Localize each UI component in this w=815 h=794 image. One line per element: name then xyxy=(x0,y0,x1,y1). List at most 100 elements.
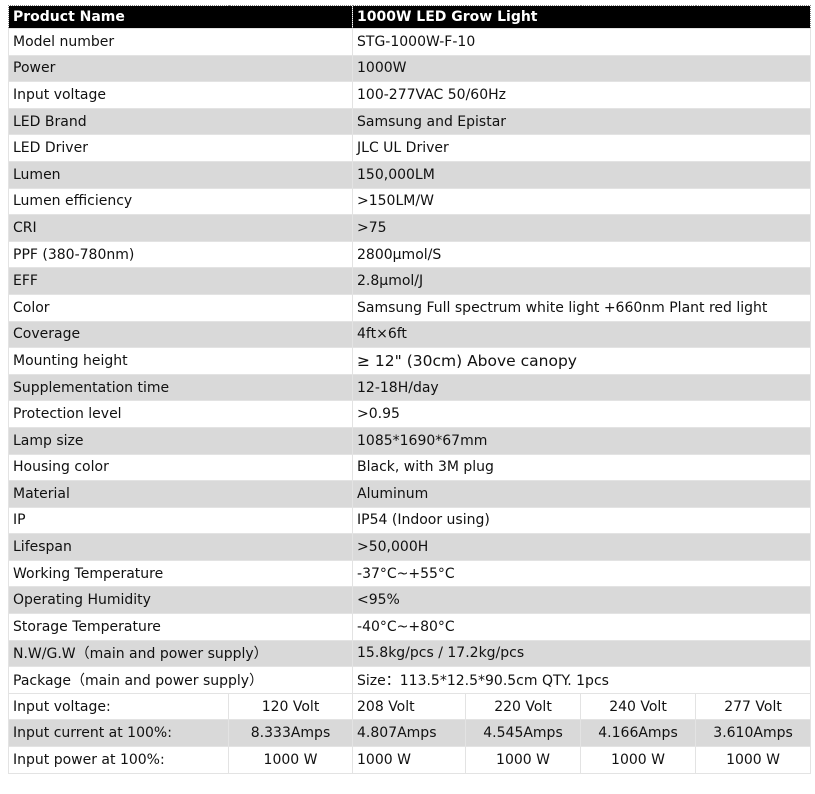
spec-label: Lamp size xyxy=(7,426,354,455)
table-row: Working Temperature -37°C~+55°C xyxy=(7,559,812,588)
spec-label: Package（main and power supply） xyxy=(7,666,354,694)
spec-value: 1000W xyxy=(352,54,812,83)
table-row: Package（main and power supply） Size：113.5… xyxy=(7,666,812,694)
electrical-row: Input voltage: 120 Volt 208 Volt 220 Volt 24… xyxy=(8,692,812,721)
table-row: Lamp size 1085*1690*67mm xyxy=(7,426,812,455)
table-row: Color Samsung Full spectrum white light +… xyxy=(7,293,812,322)
spec-label: Working Temperature xyxy=(7,559,354,588)
spec-label: IP xyxy=(7,506,354,535)
spec-label: N.W/G.W（main and power supply） xyxy=(7,639,354,668)
table-row: Storage Temperature -40°C~+80°C xyxy=(7,613,812,641)
spec-label: Housing color xyxy=(7,453,354,482)
spec-value: 100-277VAC 50/60Hz xyxy=(352,81,812,109)
spec-label: Input voltage xyxy=(7,81,354,109)
spec-label: Supplementation time xyxy=(7,373,354,402)
table-row: EFF 2.8μmol/J xyxy=(7,267,812,295)
table-row: Lumen 150,000LM xyxy=(7,160,812,189)
spec-label: Color xyxy=(7,293,354,322)
spec-value: Black, with 3M plug xyxy=(352,453,812,482)
table-row: Supplementation time 12-18H/day xyxy=(7,373,812,402)
electrical-value: 4.807Amps xyxy=(352,719,467,748)
table-row: PPF (380-780nm) 2800μmol/S xyxy=(7,240,812,269)
header-label: Product Name xyxy=(7,5,354,29)
spec-value: 2.8μmol/J xyxy=(352,267,812,295)
table-row: Protection level >0.95 xyxy=(7,400,812,428)
electrical-value: 4.545Amps xyxy=(465,719,582,748)
spec-label: PPF (380-780nm) xyxy=(7,240,354,269)
electrical-row: Input power at 100%: 1000 W 1000 W 1000 W 10… xyxy=(8,746,812,774)
spec-label: Model number xyxy=(7,28,354,56)
spec-value: 12-18H/day xyxy=(352,373,812,402)
spec-value: Samsung and Epistar xyxy=(352,107,812,136)
table-row: Housing color Black, with 3M plug xyxy=(7,453,812,482)
header-value: 1000W LED Grow Light xyxy=(352,5,812,29)
spec-value: 4ft×6ft xyxy=(352,320,812,349)
table-row: Input voltage 100-277VAC 50/60Hz xyxy=(7,81,812,109)
electrical-label: Input voltage: xyxy=(8,692,229,721)
spec-value: -37°C~+55°C xyxy=(352,559,812,588)
spec-value: ≥ 12" (30cm) Above canopy xyxy=(352,347,812,375)
spec-label: EFF xyxy=(7,267,354,295)
spec-label: Coverage xyxy=(7,320,354,349)
table-row: IP IP54 (Indoor using) xyxy=(7,506,812,535)
spec-label: Lifespan xyxy=(7,533,354,561)
electrical-value: 277 Volt xyxy=(695,692,812,721)
electrical-value: 1000 W xyxy=(580,746,697,774)
electrical-value: 3.610Amps xyxy=(695,719,812,748)
spec-label: Mounting height xyxy=(7,347,354,375)
spec-value: JLC UL Driver xyxy=(352,134,812,162)
spec-label: Protection level xyxy=(7,400,354,428)
spec-value: >0.95 xyxy=(352,400,812,428)
electrical-value: 240 Volt xyxy=(580,692,697,721)
electrical-value: 4.166Amps xyxy=(580,719,697,748)
table-row: Coverage 4ft×6ft xyxy=(7,320,812,349)
spec-value: >75 xyxy=(352,214,812,242)
spec-label: Lumen xyxy=(7,160,354,189)
spec-value: >150LM/W xyxy=(352,187,812,216)
spec-value: >50,000H xyxy=(352,533,812,561)
electrical-value: 120 Volt xyxy=(227,692,354,721)
electrical-value: 1000 W xyxy=(352,746,467,774)
table-row: Power 1000W xyxy=(7,54,812,83)
spec-value: IP54 (Indoor using) xyxy=(352,506,812,535)
spec-value: STG-1000W-F-10 xyxy=(352,28,812,56)
spec-label: Lumen efficiency xyxy=(7,187,354,216)
spec-value: 15.8kg/pcs / 17.2kg/pcs xyxy=(352,639,812,668)
table-row: Operating Humidity <95% xyxy=(7,586,812,615)
spec-value: Samsung Full spectrum white light +660nm… xyxy=(352,293,812,322)
table-row: Model number STG-1000W-F-10 xyxy=(7,28,812,56)
spec-value: 2800μmol/S xyxy=(352,240,812,269)
electrical-value: 1000 W xyxy=(695,746,812,774)
spec-table: Product Name 1000W LED Grow Light Model … xyxy=(7,5,812,774)
spec-value: <95% xyxy=(352,586,812,615)
spec-label: Material xyxy=(7,480,354,508)
electrical-value: 208 Volt xyxy=(352,692,467,721)
spec-label: Operating Humidity xyxy=(7,586,354,615)
electrical-value: 1000 W xyxy=(227,746,354,774)
spec-label: LED Driver xyxy=(7,134,354,162)
table-row: Lumen efficiency >150LM/W xyxy=(7,187,812,216)
spec-value: Size：113.5*12.5*90.5cm QTY. 1pcs xyxy=(352,666,812,694)
spec-value: 150,000LM xyxy=(352,160,812,189)
table-row: Material Aluminum xyxy=(7,480,812,508)
table-row: Mounting height ≥ 12" (30cm) Above canopy xyxy=(7,347,812,375)
spec-label: LED Brand xyxy=(7,107,354,136)
table-row: LED Brand Samsung and Epistar xyxy=(7,107,812,136)
electrical-value: 1000 W xyxy=(465,746,582,774)
electrical-value: 8.333Amps xyxy=(227,719,354,748)
electrical-row: Input current at 100%: 8.333Amps 4.807Amps… xyxy=(8,719,812,748)
header-row: Product Name 1000W LED Grow Light xyxy=(7,5,812,29)
table-row: N.W/G.W（main and power supply） 15.8kg/pcs… xyxy=(7,639,812,668)
spec-value: -40°C~+80°C xyxy=(352,613,812,641)
spec-label: Power xyxy=(7,54,354,83)
table-row: LED Driver JLC UL Driver xyxy=(7,134,812,162)
spec-label: Storage Temperature xyxy=(7,613,354,641)
spec-label: CRI xyxy=(7,214,354,242)
spec-value: Aluminum xyxy=(352,480,812,508)
table-row: CRI >75 xyxy=(7,214,812,242)
electrical-value: 220 Volt xyxy=(465,692,582,721)
spec-value: 1085*1690*67mm xyxy=(352,426,812,455)
table-row: Lifespan >50,000H xyxy=(7,533,812,561)
electrical-label: Input power at 100%: xyxy=(8,746,229,774)
electrical-label: Input current at 100%: xyxy=(8,719,229,748)
